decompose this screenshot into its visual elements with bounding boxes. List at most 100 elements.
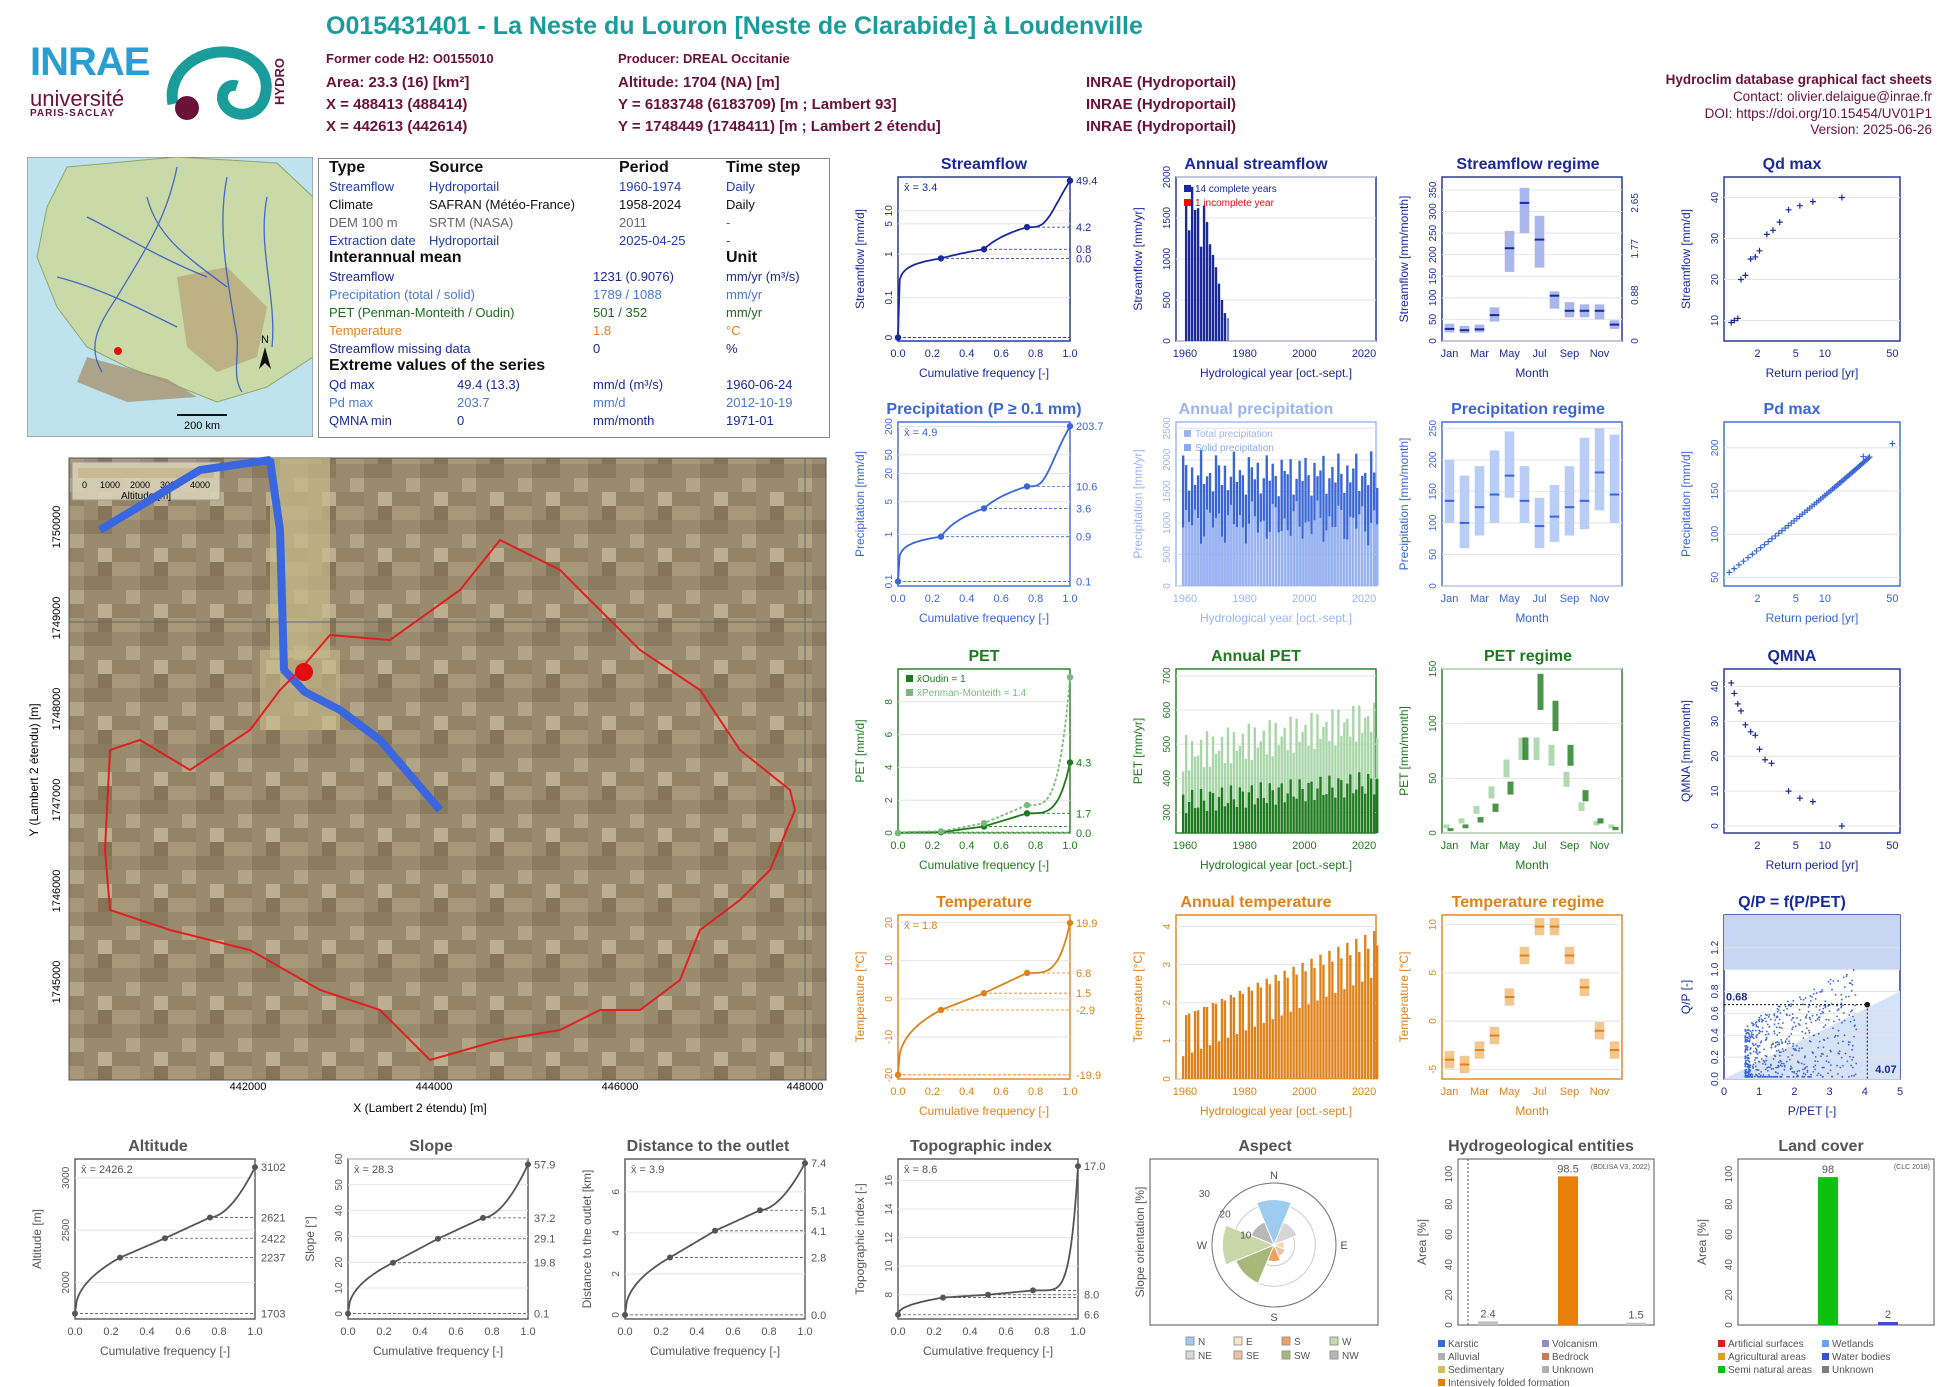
y2-tick: 0.88 [1630, 285, 1641, 305]
data-point [1828, 1010, 1831, 1013]
mean-label: x̄ = 4.9 [904, 427, 937, 439]
bar [1325, 794, 1328, 833]
data-point [1847, 1075, 1850, 1078]
data-point [1817, 1072, 1820, 1075]
data-point [1792, 1042, 1795, 1045]
bar [1280, 783, 1283, 833]
data-point [1748, 1034, 1751, 1036]
data-point [1734, 315, 1741, 322]
y-tick: 40 [1710, 680, 1721, 692]
y-tick: 0.4 [1710, 1028, 1721, 1042]
data-point [1750, 1035, 1753, 1038]
bar [1247, 457, 1251, 586]
data-point [1778, 1018, 1781, 1021]
data-point [1734, 700, 1741, 707]
data-point [1752, 1033, 1755, 1036]
legend-tick: 0 [82, 480, 87, 490]
data-point [1822, 1026, 1825, 1028]
legend-swatch [1542, 1366, 1549, 1373]
data-point [1746, 1025, 1749, 1027]
data-point [1818, 1019, 1821, 1021]
data-point [1829, 978, 1832, 981]
x-tick: 0.0 [617, 1326, 632, 1338]
data-point [1749, 1030, 1752, 1033]
rose-sector [1250, 1221, 1275, 1246]
y-tick: 4 [611, 1230, 622, 1236]
data-point [1785, 788, 1792, 795]
x-tick: 5 [1793, 840, 1799, 852]
x-label: Cumulative frequency [-] [650, 1344, 780, 1358]
bar [1340, 780, 1343, 833]
data-point [1821, 989, 1823, 991]
data-point [1731, 690, 1738, 697]
x-tick: 0.8 [211, 1326, 226, 1338]
y-tick: 5 [1428, 970, 1439, 976]
box [1458, 818, 1465, 824]
data-point [1843, 1019, 1846, 1022]
bar [1250, 785, 1254, 833]
data-point [1798, 1008, 1801, 1011]
y-tick: 4 [884, 764, 895, 770]
y-tick: 250 [1428, 420, 1439, 437]
data-point [1819, 991, 1822, 993]
bar [1190, 525, 1194, 586]
data-point [1780, 1062, 1783, 1065]
y-tick: 2 [611, 1271, 622, 1277]
box [1504, 431, 1515, 498]
bar [1199, 739, 1203, 833]
y-tick: 8 [884, 699, 895, 705]
data-point [1744, 1065, 1747, 1068]
y-label: Temperature [°C] [1131, 952, 1145, 1043]
bar [1364, 717, 1367, 833]
x-tick: Jul [1532, 1086, 1546, 1098]
y-tick: 2 [1162, 1000, 1173, 1006]
data-point [1851, 983, 1854, 986]
y-label: Streamflow [mm/yr] [1131, 207, 1145, 310]
data-point [1816, 1060, 1819, 1063]
mean-name: PET (Penman-Monteith / Oudin) [329, 305, 515, 320]
data-point [1774, 1041, 1777, 1044]
panel-annual_temp: Annual temperature Hydrological year [oct… [1131, 894, 1379, 1118]
x-label: X (Lambert 2 étendu) [m] [353, 1101, 486, 1115]
bar [1226, 727, 1230, 833]
data-point [1838, 1018, 1841, 1021]
rose-sector [1221, 1224, 1276, 1266]
data-point [1815, 992, 1818, 994]
data-point [1848, 995, 1850, 998]
x-tick: 0.6 [725, 1326, 740, 1338]
bar [1256, 532, 1259, 586]
data-point [1757, 1075, 1760, 1078]
bar [1211, 736, 1215, 833]
data-point [1752, 253, 1759, 260]
bar [1367, 485, 1370, 586]
data-point [1785, 206, 1792, 213]
extreme-value: 203.7 [457, 395, 490, 410]
data-point [1765, 1036, 1768, 1039]
x-tick: 0.0 [340, 1326, 355, 1338]
data-point [1745, 1032, 1748, 1035]
data-point [1731, 565, 1738, 572]
mean-value: 1789 / 1088 [593, 287, 662, 302]
data-point [1821, 1066, 1824, 1069]
y-tick: 2000 [61, 1271, 72, 1294]
bar [1280, 530, 1283, 586]
x-tick: 0.4 [959, 1086, 974, 1098]
y-tick: 1.0 [1710, 962, 1721, 976]
bar [1355, 528, 1358, 586]
bar [1262, 520, 1265, 586]
legend-label: Artificial surfaces [1728, 1339, 1804, 1350]
y-tick: -20 [884, 1068, 895, 1083]
quantile-label: 0.0 [811, 1310, 826, 1322]
quantile-label: 57.9 [534, 1159, 555, 1171]
bar [1223, 806, 1227, 833]
data-point [1754, 1056, 1757, 1059]
data-point [1822, 1053, 1824, 1056]
y-tick: 16 [884, 1174, 895, 1186]
legend-label: N [1198, 1337, 1205, 1348]
data-point [1796, 1074, 1799, 1077]
data-point [1831, 988, 1833, 991]
x-tick: 5 [1793, 593, 1799, 605]
data-point [1778, 1031, 1781, 1034]
y-tick: 700 [1162, 667, 1173, 684]
bar [1376, 778, 1379, 833]
